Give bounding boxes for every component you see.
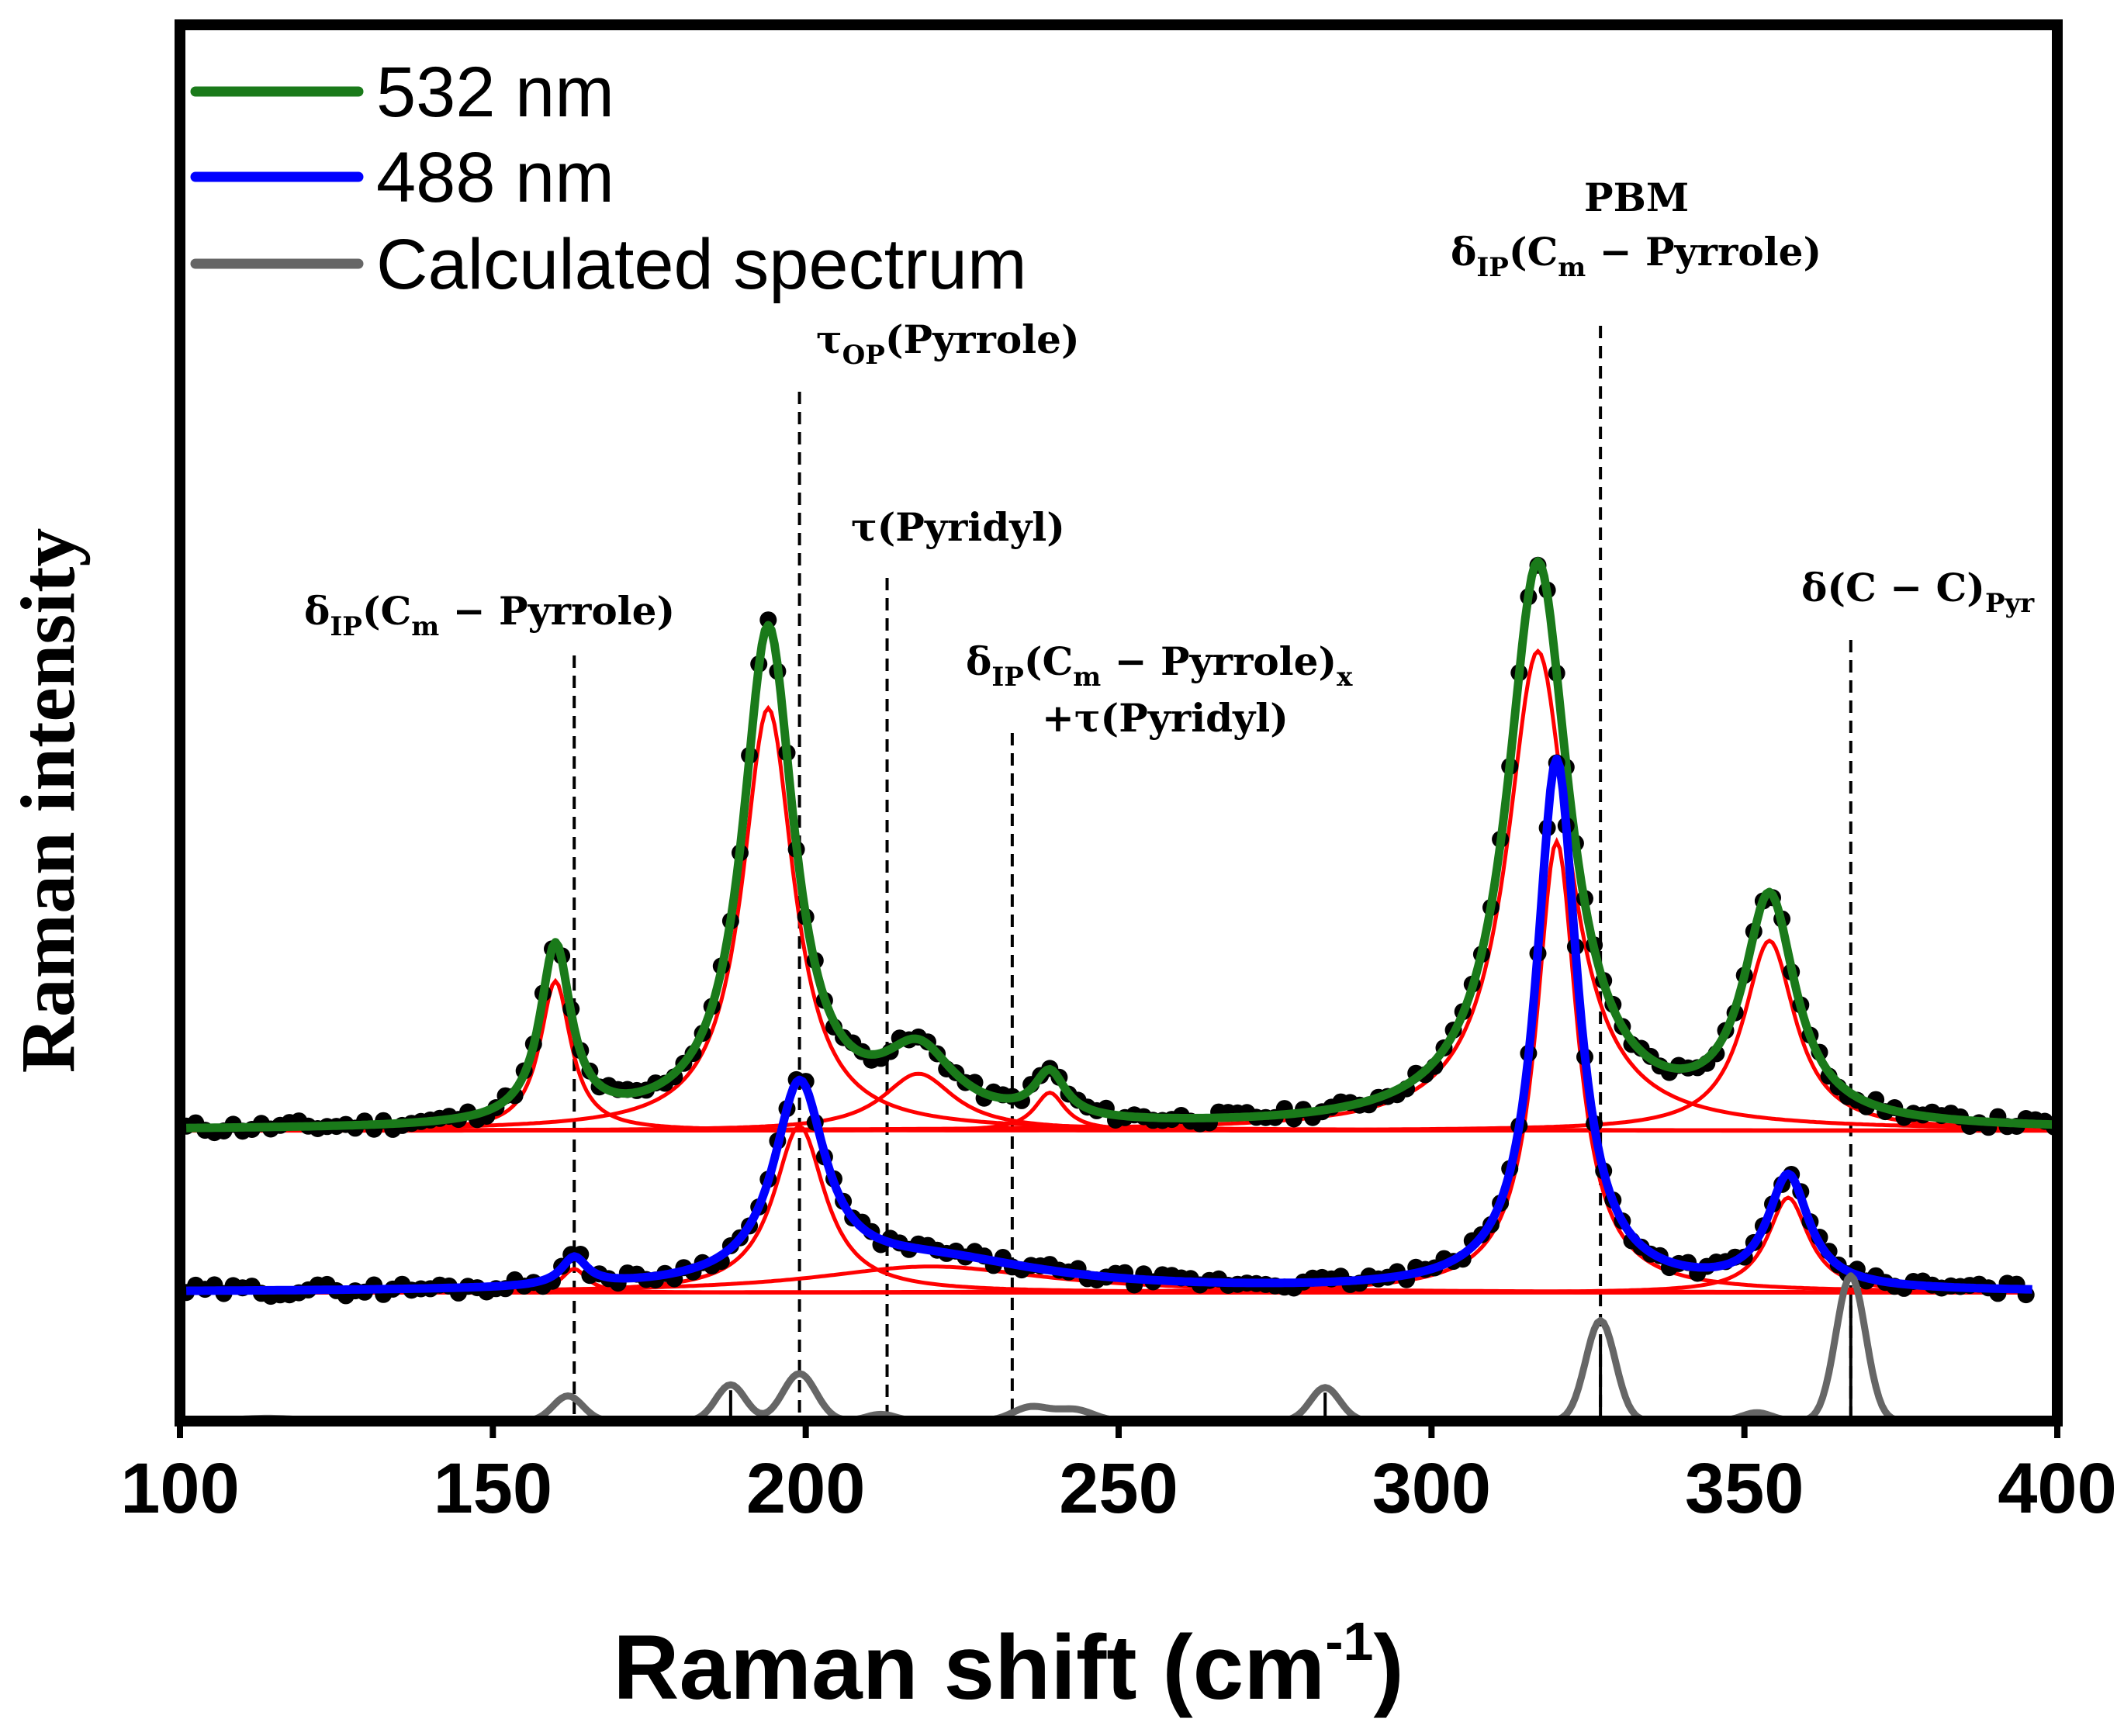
annotation-delta-ip-cm-pyrrole-163: δIP(Cm − Pyrrole) xyxy=(304,588,675,642)
x-axis-title: Raman shift (cm-1) xyxy=(613,1611,1404,1719)
x-axis-title-sup: -1 xyxy=(1325,1611,1373,1672)
calculated-spectrum-line xyxy=(185,1272,2052,1425)
x-axis-ticks: 100 150 200 250 300 350 400 xyxy=(120,1421,2117,1528)
plot-area xyxy=(178,326,2063,1425)
fit-line-532 xyxy=(185,557,2059,1133)
x-tick-label-300: 300 xyxy=(1372,1449,1492,1528)
legend-label-488: 488 nm xyxy=(376,138,614,217)
annotation-delta-ip-cm-pyrrole-pbm: δIP(Cm − Pyrrole) xyxy=(1451,229,1821,283)
annotation-tau-op-pyrrole: τOP(Pyrrole) xyxy=(816,316,1080,371)
annotation-tau-pyridyl: τ(Pyridyl) xyxy=(851,504,1065,550)
fit-line-488 xyxy=(185,754,2034,1295)
y-axis-title: Raman intensity xyxy=(5,528,91,1074)
legend-label-532: 532 nm xyxy=(376,53,614,132)
x-tick-label-250: 250 xyxy=(1059,1449,1178,1528)
x-tick-label-400: 400 xyxy=(1998,1449,2117,1528)
x-tick-label-200: 200 xyxy=(746,1449,866,1528)
x-tick-label-100: 100 xyxy=(120,1449,240,1528)
annotation-delta-c-c-pyr: δ(C − C)Pyr xyxy=(1801,565,2035,619)
x-tick-label-350: 350 xyxy=(1685,1449,1804,1528)
x-axis-title-main: Raman shift (cm xyxy=(613,1617,1325,1719)
annotation-delta-ip-cm-pyrrole-x: δIP(Cm − Pyrrole)x xyxy=(966,638,1353,693)
x-tick-label-150: 150 xyxy=(434,1449,553,1528)
annotation-plus-tau-pyridyl: +τ(Pyridyl) xyxy=(1042,695,1289,741)
peak-annotations: δIP(Cm − Pyrrole) τOP(Pyrrole) τ(Pyridyl… xyxy=(304,175,2035,741)
annotation-pbm: PBM xyxy=(1584,175,1689,220)
legend-label-calculated: Calculated spectrum xyxy=(376,225,1027,304)
legend: 532 nm 488 nm Calculated spectrum xyxy=(190,53,1027,304)
x-axis-title-close: ) xyxy=(1373,1617,1403,1719)
component-532-354 xyxy=(186,938,2057,1133)
